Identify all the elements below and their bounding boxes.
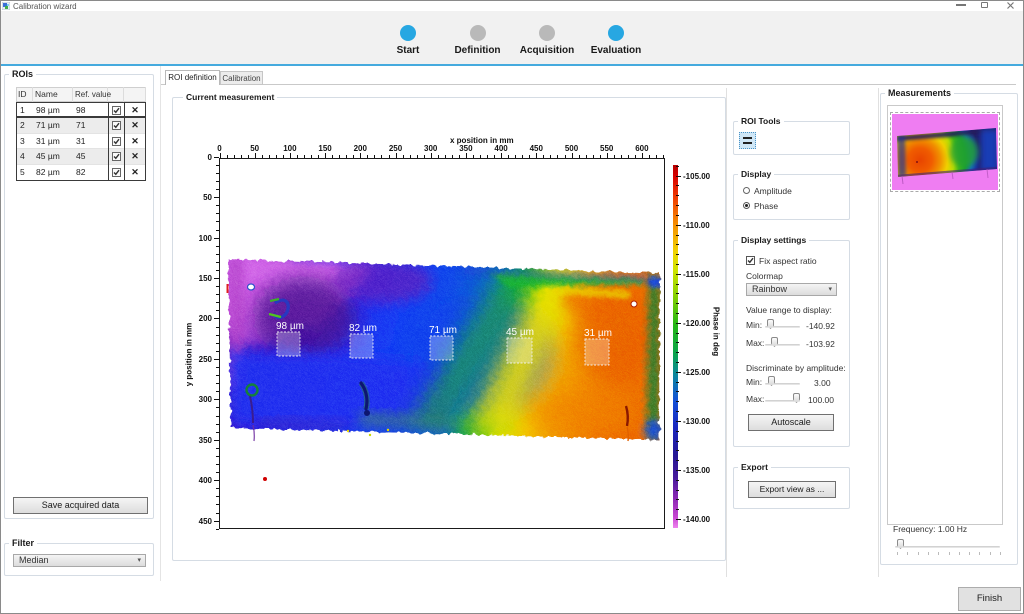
svg-text:98 µm: 98 µm	[276, 321, 304, 332]
svg-text:45 µm: 45 µm	[506, 327, 534, 338]
svg-text:82 µm: 82 µm	[349, 323, 377, 334]
svg-text:31 µm: 31 µm	[584, 328, 612, 339]
svg-text:71 µm: 71 µm	[429, 325, 457, 336]
